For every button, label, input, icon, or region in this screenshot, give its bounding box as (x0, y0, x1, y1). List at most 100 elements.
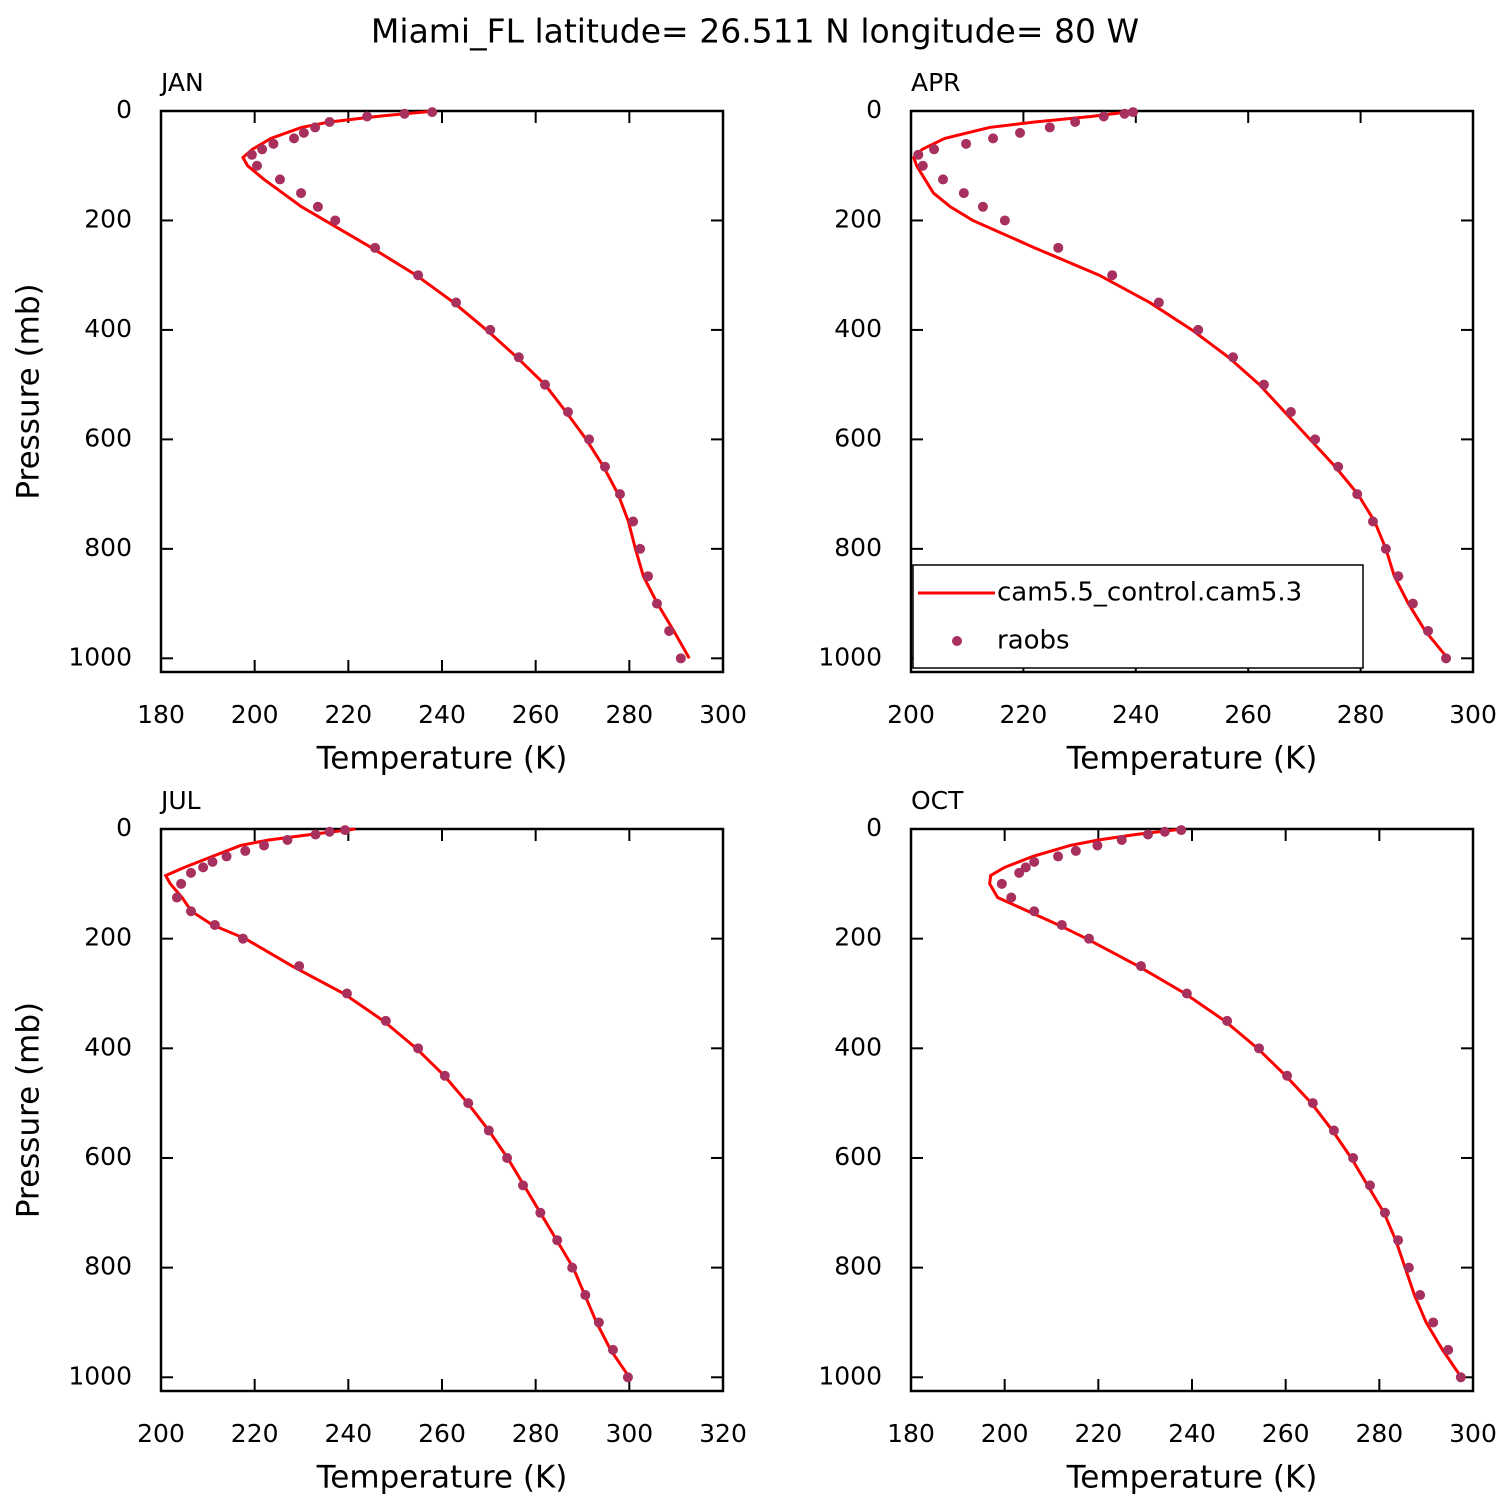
raob-dot (1029, 906, 1040, 917)
raob-dot (584, 434, 595, 445)
y-tick-label: 600 (834, 423, 882, 452)
raob-dot (1307, 1098, 1318, 1109)
y-tick-label: 1000 (68, 642, 132, 671)
raob-dot (1428, 1317, 1439, 1328)
y-tick-label: 800 (834, 1252, 882, 1281)
raob-dot (439, 1070, 450, 1081)
y-tick-label: 400 (834, 314, 882, 343)
raob-dot (483, 1125, 494, 1136)
y-tick-label: 0 (866, 95, 882, 124)
x-tick-label: 260 (512, 700, 560, 729)
x-tick-label: 220 (1074, 1419, 1122, 1448)
y-tick-label: 1000 (818, 642, 882, 671)
y-tick-label: 1000 (818, 1361, 882, 1390)
raob-dot (1441, 653, 1452, 664)
y-tick-label: 800 (84, 1252, 132, 1281)
raob-dot (312, 201, 323, 212)
raob-dot (502, 1152, 513, 1163)
raob-dot (485, 324, 496, 335)
raob-dot (1142, 829, 1153, 840)
raob-dot (1083, 933, 1094, 944)
raob-dot (1119, 108, 1130, 119)
panel-title: OCT (911, 786, 964, 815)
x-tick-label: 280 (512, 1419, 560, 1448)
raob-dot (675, 653, 686, 664)
raob-dot (518, 1180, 529, 1191)
x-tick-label: 260 (1224, 700, 1272, 729)
profile-line (912, 109, 1449, 660)
raob-dot (1176, 825, 1187, 836)
y-tick-label: 200 (84, 204, 132, 233)
raob-dot (221, 851, 232, 862)
raob-dot (1153, 297, 1164, 308)
raob-dot (958, 188, 969, 199)
raob-dot (1056, 919, 1067, 930)
raob-dot (1070, 116, 1081, 127)
legend-box (912, 564, 1364, 669)
y-tick-label: 0 (116, 813, 132, 842)
x-tick-label: 200 (137, 1419, 185, 1448)
raob-dot (1092, 840, 1103, 851)
raob-dot (1116, 834, 1127, 845)
x-tick-label: 200 (887, 700, 935, 729)
raob-dot (324, 826, 335, 837)
y-axis-label: Pressure (mb) (11, 1002, 47, 1218)
x-tick-label: 280 (605, 700, 653, 729)
x-tick-label: 180 (137, 700, 185, 729)
raob-dot (1253, 1043, 1264, 1054)
raob-dot (929, 144, 940, 155)
raob-dot (1070, 845, 1081, 856)
raob-dot (988, 133, 999, 144)
raob-dot (599, 461, 610, 472)
y-tick-label: 600 (84, 1142, 132, 1171)
x-tick-label: 240 (418, 700, 466, 729)
raob-dot (593, 1317, 604, 1328)
x-tick-label: 220 (231, 1419, 279, 1448)
raob-dot (1014, 867, 1025, 878)
y-tick-label: 400 (84, 1032, 132, 1061)
raob-dot (1127, 107, 1138, 118)
x-tick-label: 200 (981, 1419, 1029, 1448)
raob-dot (185, 906, 196, 917)
raob-dot (209, 919, 220, 930)
raob-dot (1053, 242, 1064, 253)
plot-frame (159, 109, 725, 674)
raob-dot (274, 174, 285, 185)
legend-label: cam5.5_control.cam5.3 (997, 578, 1302, 608)
raob-dot (1393, 571, 1404, 582)
x-tick-label: 260 (418, 1419, 466, 1448)
raob-dot (171, 892, 182, 903)
raob-dot (413, 1043, 424, 1054)
x-tick-label: 240 (324, 1419, 372, 1448)
profile-line (163, 827, 631, 1379)
raob-dot (1443, 1344, 1454, 1355)
y-axis-label: Pressure (mb) (11, 283, 47, 499)
raob-dot (1228, 352, 1239, 363)
raob-dot (1006, 892, 1017, 903)
raob-dot (1367, 516, 1378, 527)
raob-dot (628, 516, 639, 527)
y-tick-label: 600 (84, 423, 132, 452)
raob-dot (330, 215, 341, 226)
raob-dot (1348, 1152, 1359, 1163)
raob-dot (1193, 324, 1204, 335)
raob-dot (324, 116, 335, 127)
plot-frame (909, 109, 1475, 674)
raob-dot (1415, 1290, 1426, 1301)
x-tick-label: 240 (1112, 700, 1160, 729)
raob-dot (1098, 111, 1109, 122)
raob-dot (567, 1262, 578, 1273)
x-tick-label: 300 (1449, 1419, 1497, 1448)
x-tick-label: 260 (1262, 1419, 1310, 1448)
raob-dot (380, 1015, 391, 1026)
raob-dot (664, 625, 675, 636)
raob-dot (246, 149, 257, 160)
raob-dot (996, 878, 1007, 889)
x-tick-label: 280 (1337, 700, 1385, 729)
panel-title: APR (911, 68, 961, 97)
raob-dot (1423, 625, 1434, 636)
x-axis-label: Temperature (K) (316, 741, 568, 777)
raob-dot (1222, 1015, 1233, 1026)
